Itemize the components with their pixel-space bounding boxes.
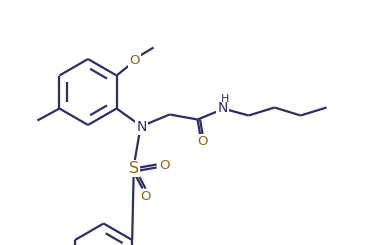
Text: H: H (220, 94, 229, 103)
Text: O: O (160, 159, 170, 172)
Text: S: S (129, 161, 138, 176)
Text: O: O (140, 190, 151, 203)
Text: N: N (217, 100, 228, 114)
Text: N: N (136, 120, 147, 134)
Text: O: O (129, 54, 140, 67)
Text: O: O (197, 135, 208, 148)
